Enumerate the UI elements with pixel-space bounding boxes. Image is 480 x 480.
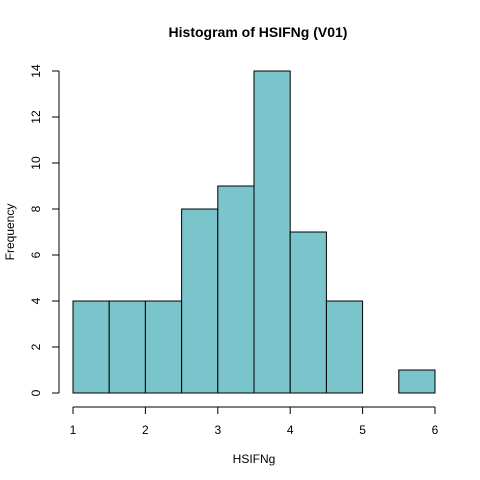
y-tick-label-4: 6 — [29, 251, 43, 258]
histogram-bar-3 — [144, 300, 183, 394]
x-axis-label: HSIFNg — [233, 452, 276, 466]
x-tick-label-4: 4 — [287, 423, 294, 437]
histogram-bar-8 — [325, 300, 364, 394]
x-axis-ticks: 1 2 3 4 5 6 — [70, 407, 439, 437]
y-tick-label-5: 8 — [29, 205, 43, 212]
histogram-bar-1 — [72, 300, 110, 394]
x-tick-label-5: 5 — [359, 423, 366, 437]
x-tick-label-1: 1 — [70, 423, 77, 437]
y-tick-label-3: 4 — [29, 297, 43, 304]
x-tick-label-2: 2 — [142, 423, 149, 437]
histogram-bar-4 — [181, 208, 219, 394]
y-tick-label-6: 10 — [29, 156, 43, 170]
x-tick-label-6: 6 — [432, 423, 439, 437]
y-axis-ticks: 0 2 4 6 8 10 12 14 — [29, 64, 59, 396]
histogram-bar-7 — [289, 231, 327, 394]
histogram-bars — [72, 70, 436, 394]
chart-title: Histogram of HSIFNg (V01) — [169, 24, 348, 40]
histogram-bar-5 — [217, 185, 255, 394]
y-tick-label-1: 0 — [29, 389, 43, 396]
y-tick-label-7: 12 — [29, 110, 43, 124]
y-axis-label: Frequency — [3, 204, 17, 261]
y-tick-label-8: 14 — [29, 64, 43, 78]
histogram-bar-10 — [398, 369, 436, 394]
y-tick-label-2: 2 — [29, 343, 43, 350]
x-tick-label-3: 3 — [214, 423, 221, 437]
histogram-bar-2 — [108, 300, 146, 394]
histogram-bar-6 — [253, 70, 291, 394]
